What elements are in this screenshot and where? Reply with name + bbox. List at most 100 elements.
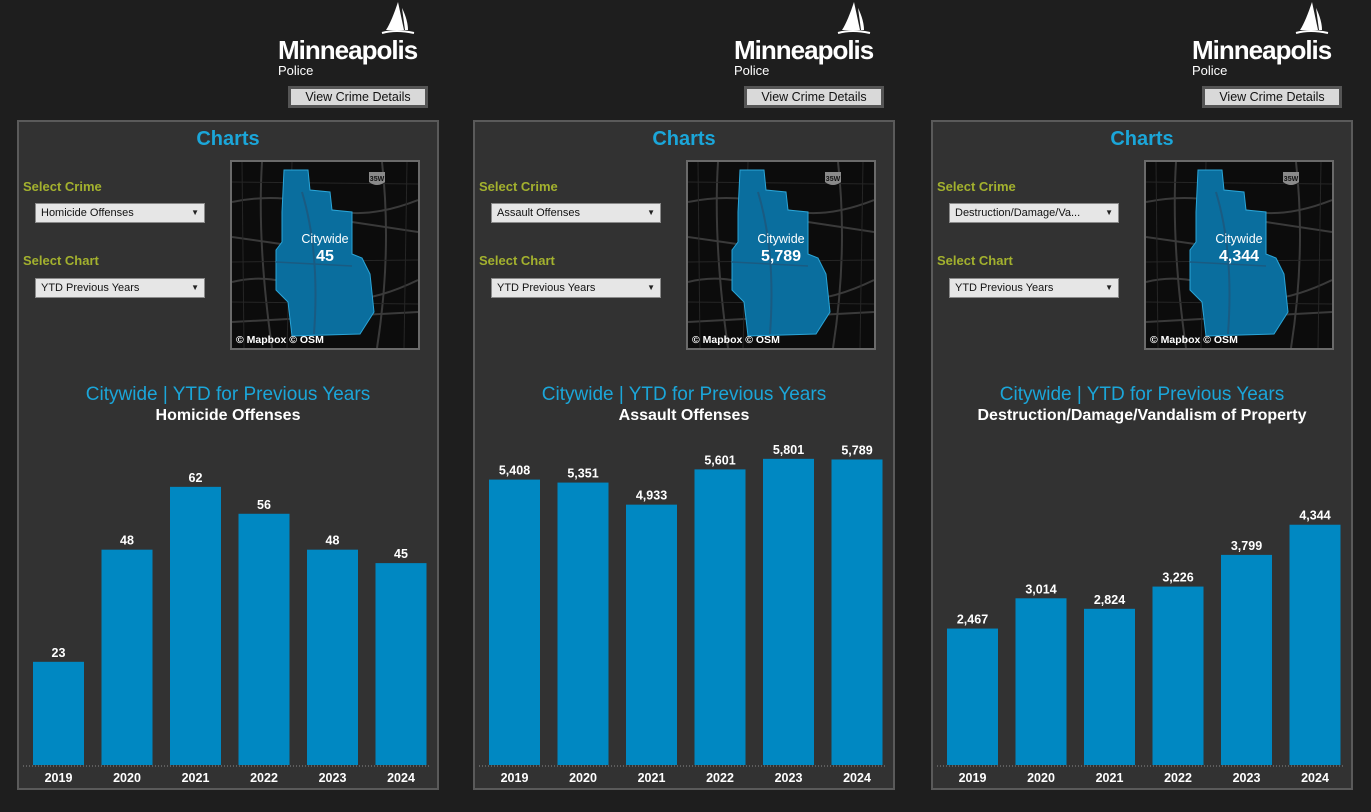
x-tick-label: 2019 [45,771,73,785]
bar-2022[interactable] [238,513,290,765]
bar-2023[interactable] [307,549,358,765]
select-chart-dropdown[interactable]: YTD Previous Years ▼ [35,278,205,298]
chart-title: Citywide | YTD for Previous Years [999,384,1285,405]
x-tick-label: 2023 [1233,771,1261,785]
bar-2024[interactable] [1289,524,1341,765]
bar-2023[interactable] [763,458,814,765]
x-tick-label: 2021 [182,771,210,785]
bar-2020[interactable] [1015,598,1067,765]
data-label: 5,601 [704,453,735,467]
bar-2021[interactable] [1084,608,1135,765]
select-crime-dropdown[interactable]: Assault Offenses ▼ [491,203,661,223]
select-crime-label: Select Crime [937,179,1016,194]
charts-panel: Charts Select Crime Homicide Offenses ▼ … [17,120,439,790]
x-tick-label: 2019 [501,771,529,785]
data-label: 45 [394,547,408,561]
data-label: 3,226 [1162,571,1193,585]
select-crime-dropdown[interactable]: Homicide Offenses ▼ [35,203,205,223]
x-tick-label: 2024 [843,771,871,785]
bar-2021[interactable] [170,486,221,765]
x-tick-label: 2022 [706,771,734,785]
map-value: 45 [316,248,334,265]
data-label: 5,351 [567,467,598,481]
shield-label: 35W [826,176,841,183]
bar-2019[interactable] [947,628,998,765]
bar-2022[interactable] [694,469,746,765]
bar-2024[interactable] [831,459,883,765]
dropdown-arrow-icon: ▼ [647,283,655,292]
highway-shield-icon: 35W [369,172,385,185]
data-label: 3,014 [1025,582,1056,596]
select-chart-dropdown[interactable]: YTD Previous Years ▼ [949,278,1119,298]
bar-chart-svg: 5,408 2019 5,351 2020 4,933 2021 5,601 2022 5,80… [479,443,887,785]
select-crime-dropdown[interactable]: Destruction/Damage/Va... ▼ [949,203,1119,223]
data-label: 4,344 [1299,509,1330,523]
highway-shield-icon: 35W [825,172,841,185]
citywide-map[interactable]: 35W Citywide 4,344 © Mapbox © OSM [1144,160,1334,350]
bar-2019[interactable] [33,661,84,765]
select-chart-label: Select Chart [937,253,1013,268]
dropdown-arrow-icon: ▼ [191,283,199,292]
bar-chart: 5,408 2019 5,351 2020 4,933 2021 5,601 2022 5,80… [475,442,893,790]
bar-2019[interactable] [489,479,540,765]
charts-panel: Charts Select Crime Assault Offenses ▼ S… [473,120,895,790]
logo-sub: Police [278,63,314,78]
x-tick-label: 2019 [959,771,987,785]
map-area-label: Citywide [1215,232,1263,246]
data-label: 2,824 [1094,593,1125,607]
chart-subtitle: Destruction/Damage/Vandalism of Property [977,407,1307,424]
city-boundary [1189,169,1289,337]
citywide-map[interactable]: 35W Citywide 45 © Mapbox © OSM [230,160,420,350]
sail-icon [381,2,415,34]
panel-title: Charts [652,128,716,150]
x-tick-label: 2023 [319,771,347,785]
logo-name: Minneapolis [734,35,874,65]
bar-chart-svg: 2,467 2019 3,014 2020 2,824 2021 3,226 2022 3,79… [937,509,1345,785]
bar-2020[interactable] [101,549,153,765]
data-label: 5,801 [773,443,804,457]
charts-panel: Charts Select Crime Destruction/Damage/V… [931,120,1353,790]
map-credit[interactable]: © Mapbox © OSM [1150,334,1238,346]
dropdown-arrow-icon: ▼ [1105,283,1113,292]
x-tick-label: 2021 [638,771,666,785]
dashboard-column: Minneapolis Police View Crime Details Ch… [456,0,896,812]
map-area-label: Citywide [757,232,805,246]
select-chart-label: Select Chart [479,253,555,268]
bar-2023[interactable] [1221,554,1272,765]
bar-2022[interactable] [1152,586,1204,765]
sail-icon [1295,2,1329,34]
dashboard-column: Minneapolis Police View Crime Details Ch… [914,0,1354,812]
map-credit[interactable]: © Mapbox © OSM [236,334,324,346]
data-label: 62 [189,471,203,485]
select-chart-value: YTD Previous Years [41,282,140,294]
select-chart-dropdown[interactable]: YTD Previous Years ▼ [491,278,661,298]
data-label: 5,789 [841,443,872,457]
bar-chart: 23 2019 48 2020 62 2021 56 2022 48 2023 45 2024 [19,442,437,790]
bar-chart: 2,467 2019 3,014 2020 2,824 2021 3,226 2022 3,79… [933,442,1351,790]
map-value: 4,344 [1218,248,1260,265]
shield-label: 35W [370,176,385,183]
logo-name: Minneapolis [1192,35,1332,65]
view-crime-details-button[interactable]: View Crime Details [288,86,428,108]
chart-title: Citywide | YTD for Previous Years [85,384,371,405]
dropdown-arrow-icon: ▼ [1105,208,1113,217]
bar-2021[interactable] [626,504,677,765]
citywide-map[interactable]: 35W Citywide 5,789 © Mapbox © OSM [686,160,876,350]
panel-title: Charts [1110,128,1174,150]
select-crime-value: Homicide Offenses [41,207,134,219]
x-tick-label: 2023 [775,771,803,785]
map-credit[interactable]: © Mapbox © OSM [692,334,780,346]
panel-title: Charts [196,128,260,150]
x-tick-label: 2024 [387,771,415,785]
bar-2020[interactable] [557,482,609,765]
chart-subtitle: Homicide Offenses [155,407,301,424]
view-crime-details-button[interactable]: View Crime Details [744,86,884,108]
map-graphic: 35W [232,162,418,348]
select-chart-value: YTD Previous Years [955,282,1054,294]
highway-shield-icon: 35W [1283,172,1299,185]
bar-2024[interactable] [375,563,427,765]
data-label: 3,799 [1231,539,1262,553]
x-tick-label: 2022 [250,771,278,785]
chart-title: Citywide | YTD for Previous Years [541,384,827,405]
view-crime-details-button[interactable]: View Crime Details [1202,86,1342,108]
